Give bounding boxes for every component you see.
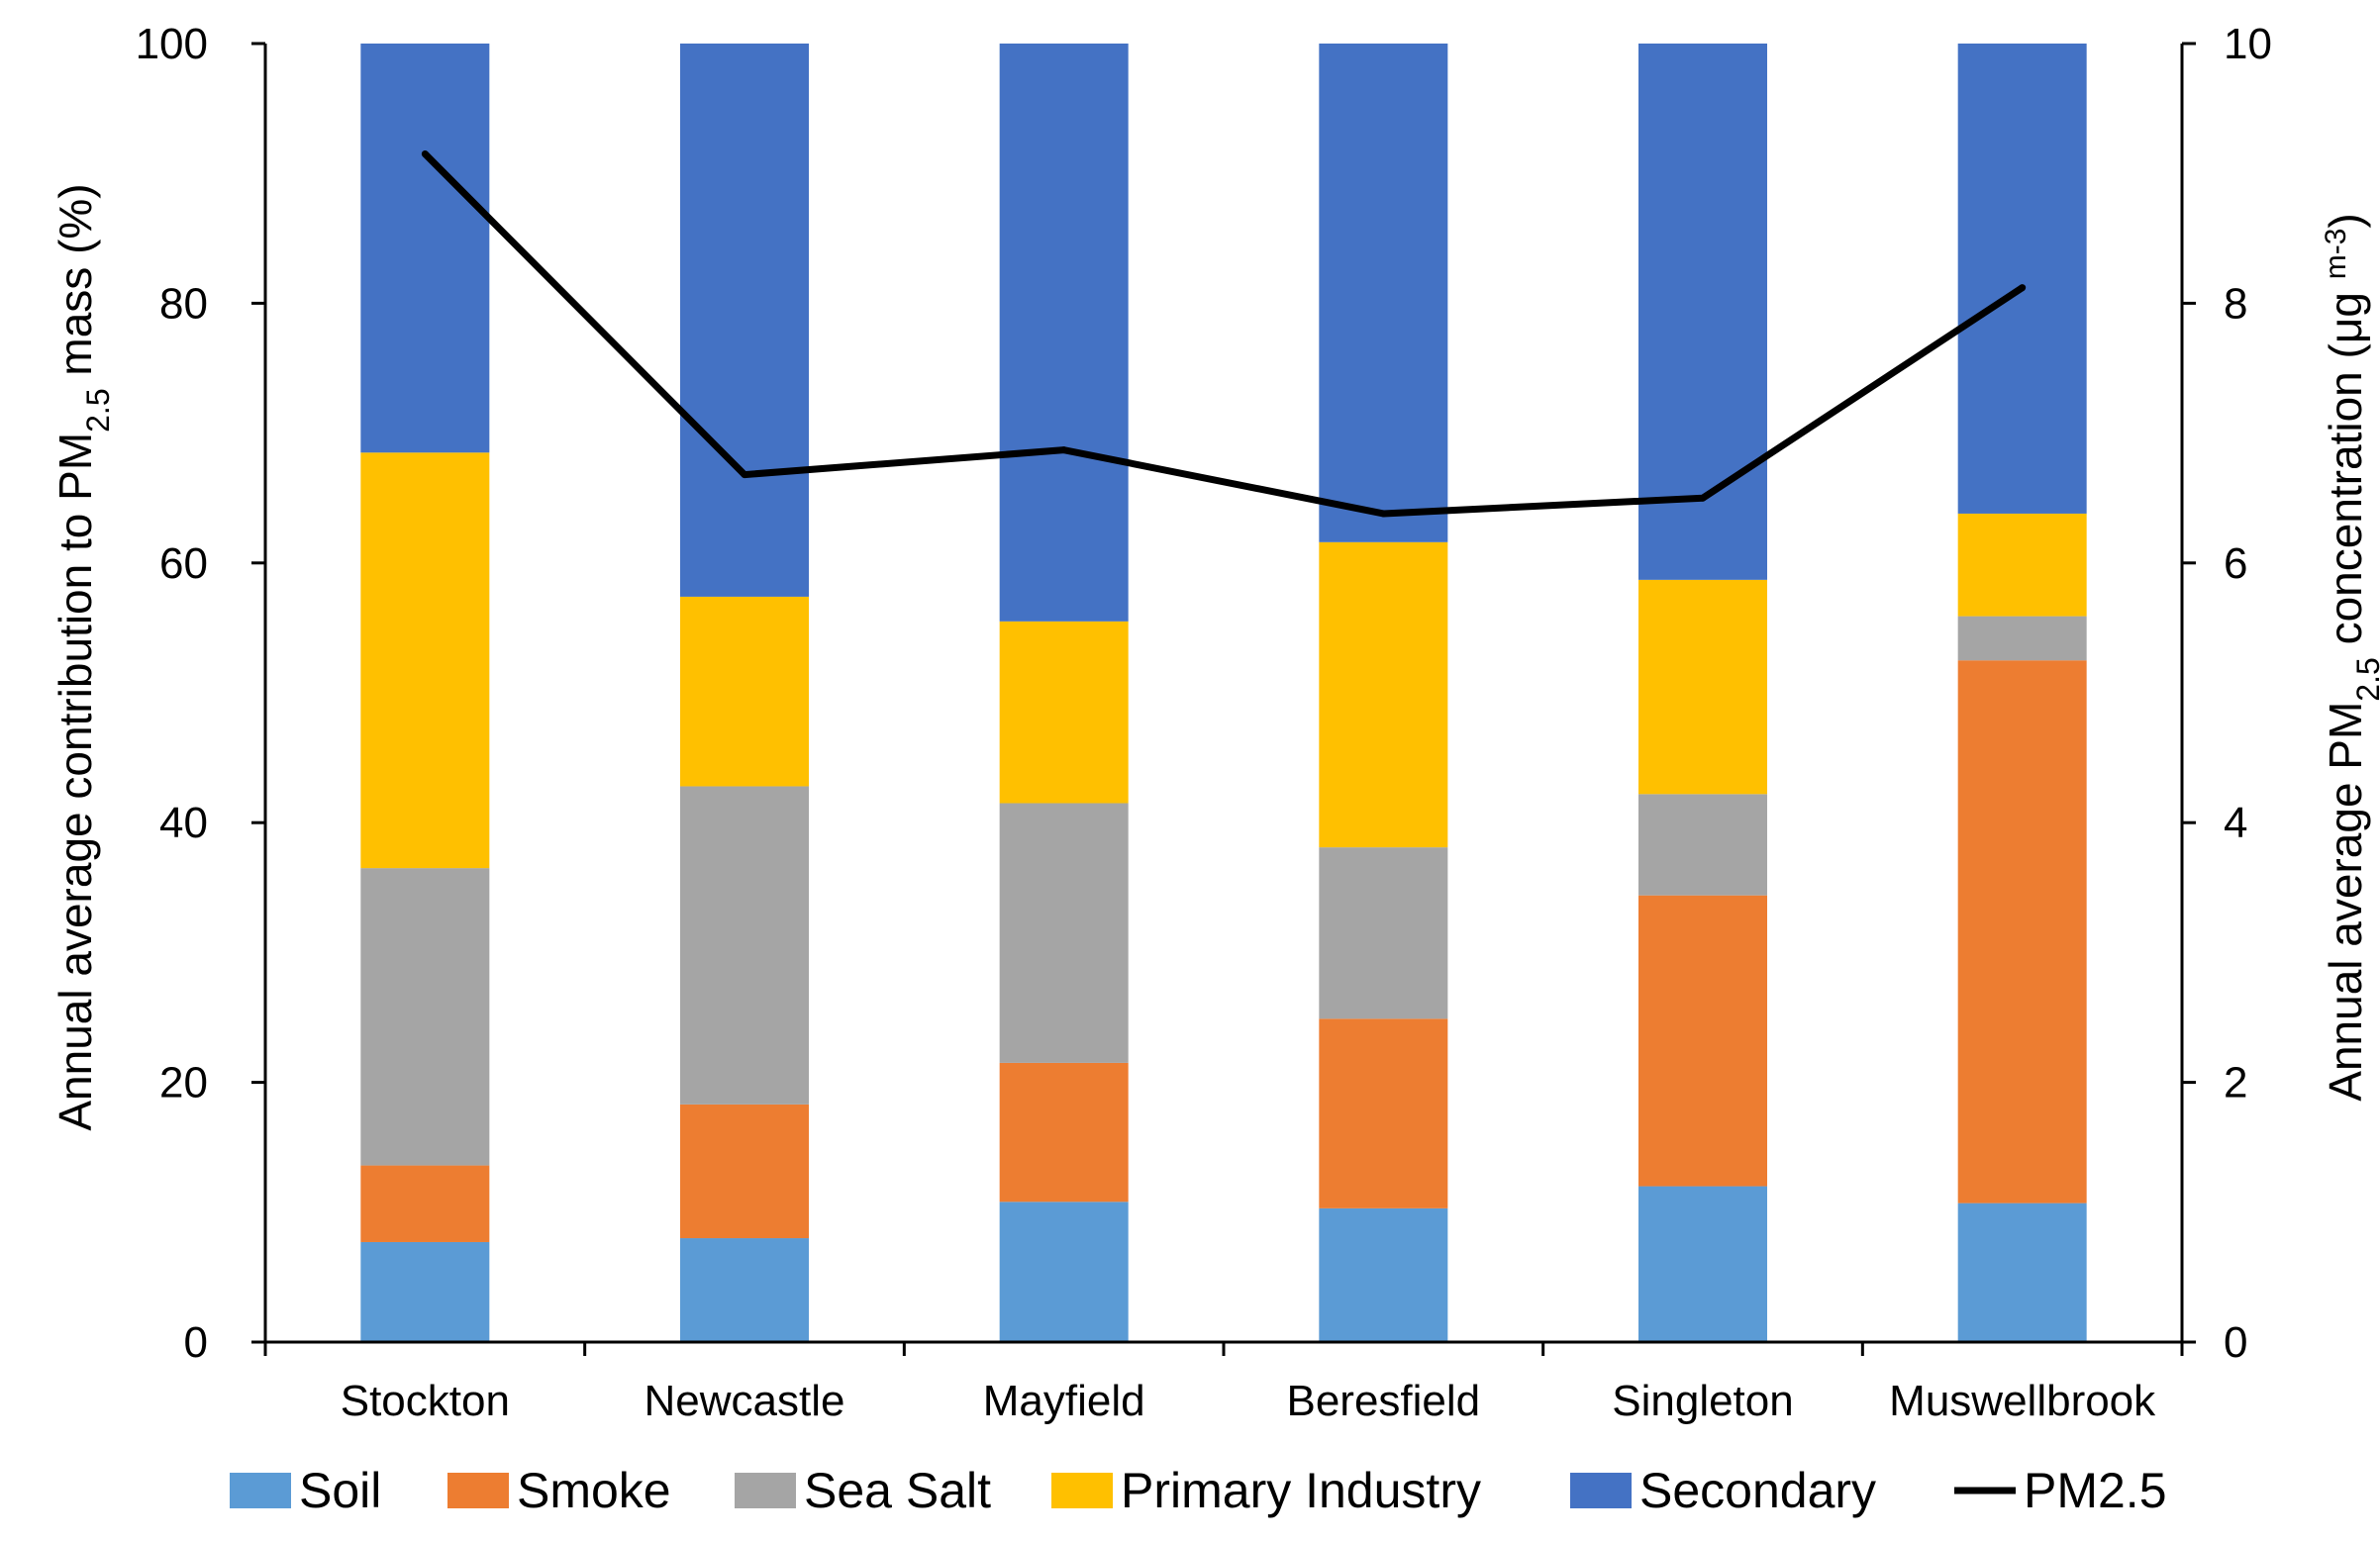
pm25-point-mayfield [1060, 446, 1068, 454]
left-tick-label: 0 [184, 1318, 208, 1367]
bars-layer [360, 44, 2087, 1342]
pm25-point-stockton [421, 150, 429, 158]
category-label-mayfield: Mayfield [983, 1377, 1145, 1425]
right-tick-label: 2 [2224, 1059, 2247, 1108]
legend-swatch-sea-salt [735, 1473, 796, 1508]
category-label-stockton: Stockton [341, 1377, 510, 1425]
bar-primary-industry-singleton [1638, 579, 1767, 795]
bar-smoke-mayfield [999, 1062, 1129, 1203]
left-axis-title-pre: Annual average contribution to PM [50, 433, 101, 1131]
right-tick-label: 4 [2224, 799, 2247, 847]
bar-secondary-beresfield [1319, 44, 1448, 542]
bar-primary-industry-beresfield [1319, 541, 1448, 848]
bar-soil-beresfield [1319, 1207, 1448, 1342]
left-axis-title-post: mass (%) [50, 183, 101, 388]
legend-label-smoke: Smoke [517, 1463, 671, 1518]
bar-smoke-beresfield [1319, 1018, 1448, 1208]
right-axis-title: Annual average PM2.5 concentration (μg m… [2320, 213, 2380, 1101]
right-tick-label: 10 [2224, 20, 2272, 68]
category-label-singleton: Singleton [1612, 1377, 1793, 1425]
bar-soil-muswellbrook [1957, 1203, 2087, 1342]
right-axis-title-pre: Annual average PM [2320, 702, 2371, 1102]
pm25-point-singleton [1699, 494, 1707, 502]
pm25-point-newcastle [741, 471, 748, 479]
left-tick-label: 80 [159, 279, 208, 328]
category-label-newcastle: Newcastle [645, 1377, 845, 1425]
right-tick-label: 0 [2224, 1318, 2247, 1367]
right-axis-title-end: ) [2320, 213, 2371, 228]
legend-label-pm2-5: PM2.5 [2024, 1463, 2167, 1518]
bar-sea-salt-mayfield [999, 803, 1129, 1063]
pm25-point-beresfield [1379, 510, 1387, 518]
category-label-muswellbrook: Muswellbrook [1889, 1377, 2156, 1425]
bar-secondary-newcastle [680, 44, 809, 597]
pm25-point-muswellbrook [2019, 284, 2027, 292]
right-axis-title-post: concentration (μg [2320, 279, 2371, 657]
bar-smoke-muswellbrook [1957, 660, 2087, 1204]
bar-smoke-newcastle [680, 1104, 809, 1239]
legend: Soil Smoke Sea Salt Primary Industry Seconda… [230, 1463, 2167, 1518]
left-tick-label: 100 [136, 20, 208, 68]
legend-swatch-smoke [447, 1473, 509, 1508]
right-tick-label: 8 [2224, 279, 2247, 328]
right-tick-label: 6 [2224, 539, 2247, 588]
bar-soil-stockton [360, 1241, 490, 1342]
category-label-beresfield: Beresfield [1286, 1377, 1480, 1425]
legend-swatch-secondary [1570, 1473, 1632, 1508]
bar-soil-mayfield [999, 1202, 1129, 1342]
bar-secondary-singleton [1638, 44, 1767, 580]
left-tick-label: 40 [159, 799, 208, 847]
left-axis-title-sub: 2.5 [80, 388, 116, 432]
bar-sea-salt-muswellbrook [1957, 616, 2087, 661]
left-axis-title: Annual average contribution to PM2.5 mas… [50, 183, 116, 1130]
pm25-line-layer [421, 150, 2027, 518]
bar-sea-salt-stockton [360, 868, 490, 1166]
bar-primary-industry-newcastle [680, 596, 809, 787]
bar-secondary-stockton [360, 44, 490, 453]
bar-primary-industry-muswellbrook [1957, 513, 2087, 617]
legend-label-sea-salt: Sea Salt [804, 1463, 991, 1518]
legend-label-secondary: Secondary [1639, 1463, 1876, 1518]
bar-primary-industry-mayfield [999, 621, 1129, 804]
bar-soil-newcastle [680, 1238, 809, 1342]
axes-layer: Stockton Newcastle Mayfield Beresfield Singl… [136, 20, 2272, 1425]
legend-label-primary-industry: Primary Industry [1121, 1463, 1481, 1518]
legend-swatch-soil [230, 1473, 291, 1508]
left-tick-label: 60 [159, 539, 208, 588]
bar-sea-salt-singleton [1638, 794, 1767, 896]
pm25-line [422, 151, 2025, 518]
bar-sea-salt-beresfield [1319, 847, 1448, 1019]
bar-smoke-stockton [360, 1165, 490, 1242]
legend-label-soil: Soil [299, 1463, 381, 1518]
right-axis-title-sub: 2.5 [2350, 657, 2380, 701]
bar-smoke-singleton [1638, 895, 1767, 1187]
bar-primary-industry-stockton [360, 452, 490, 869]
left-tick-label: 20 [159, 1059, 208, 1108]
right-axis-title-sup: m-3 [2320, 229, 2352, 280]
legend-swatch-primary-industry [1051, 1473, 1113, 1508]
bar-secondary-muswellbrook [1957, 44, 2087, 514]
bar-sea-salt-newcastle [680, 786, 809, 1105]
bar-soil-singleton [1638, 1186, 1767, 1342]
bar-secondary-mayfield [999, 44, 1129, 622]
